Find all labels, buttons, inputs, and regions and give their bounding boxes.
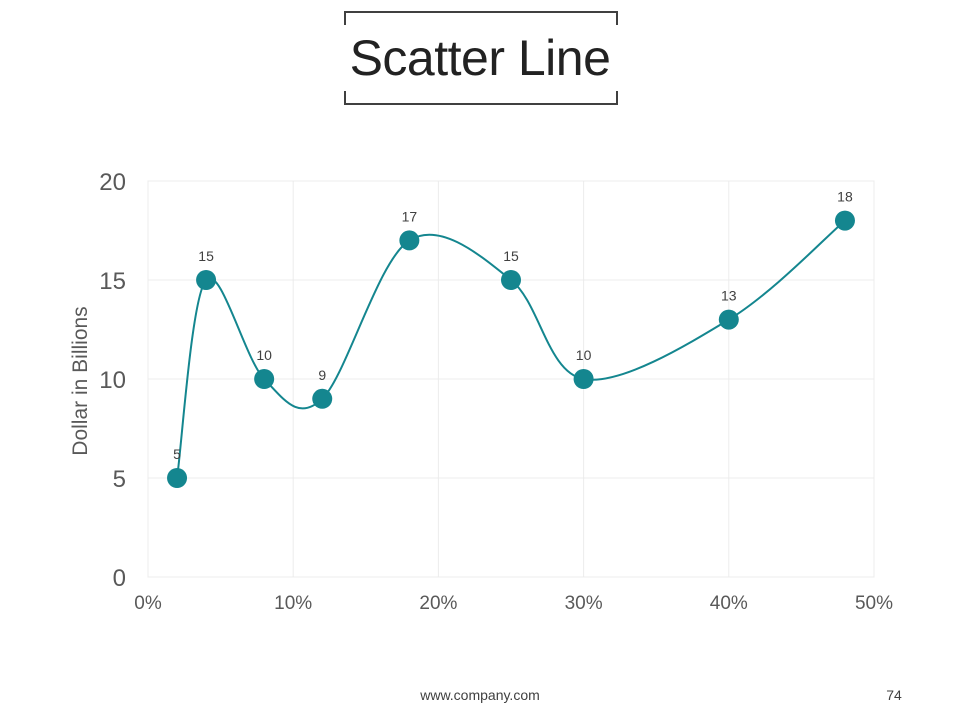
x-tick-label: 10%: [274, 593, 312, 614]
x-tick-label: 40%: [710, 593, 748, 614]
x-tick-label: 50%: [855, 593, 893, 614]
data-label: 10: [576, 347, 592, 363]
y-axis-title: Dollar in Billions: [69, 306, 92, 455]
page-title: Scatter Line: [349, 30, 611, 86]
data-point: [834, 210, 855, 231]
y-tick-label: 10: [99, 367, 126, 394]
title-bracket-bottom: [344, 91, 618, 105]
data-label: 13: [721, 288, 737, 304]
y-tick-label: 0: [113, 565, 126, 592]
title-bracket-top: [344, 11, 618, 25]
title-frame: Scatter Line: [344, 11, 618, 105]
data-point: [254, 369, 275, 389]
y-tick-label: 15: [99, 268, 126, 295]
data-label: 10: [256, 347, 272, 363]
x-tick-label: 30%: [565, 593, 603, 614]
data-label: 5: [173, 446, 181, 462]
data-point: [573, 369, 594, 389]
data-label: 17: [402, 208, 418, 224]
footer-url: www.company.com: [420, 687, 540, 703]
x-tick-label: 20%: [419, 593, 457, 614]
data-label: 18: [837, 189, 853, 205]
data-point: [399, 230, 420, 251]
data-point: [501, 270, 521, 290]
data-point: [312, 388, 333, 409]
page-number: 74: [886, 687, 902, 703]
y-tick-label: 20: [99, 169, 126, 196]
x-tick-label: 0%: [134, 593, 162, 614]
y-tick-label: 5: [113, 466, 126, 493]
data-point: [718, 309, 739, 330]
data-point: [167, 468, 188, 488]
data-label: 15: [198, 248, 214, 264]
data-label: 15: [503, 248, 519, 264]
data-label: 9: [318, 367, 326, 383]
data-point: [196, 270, 217, 290]
